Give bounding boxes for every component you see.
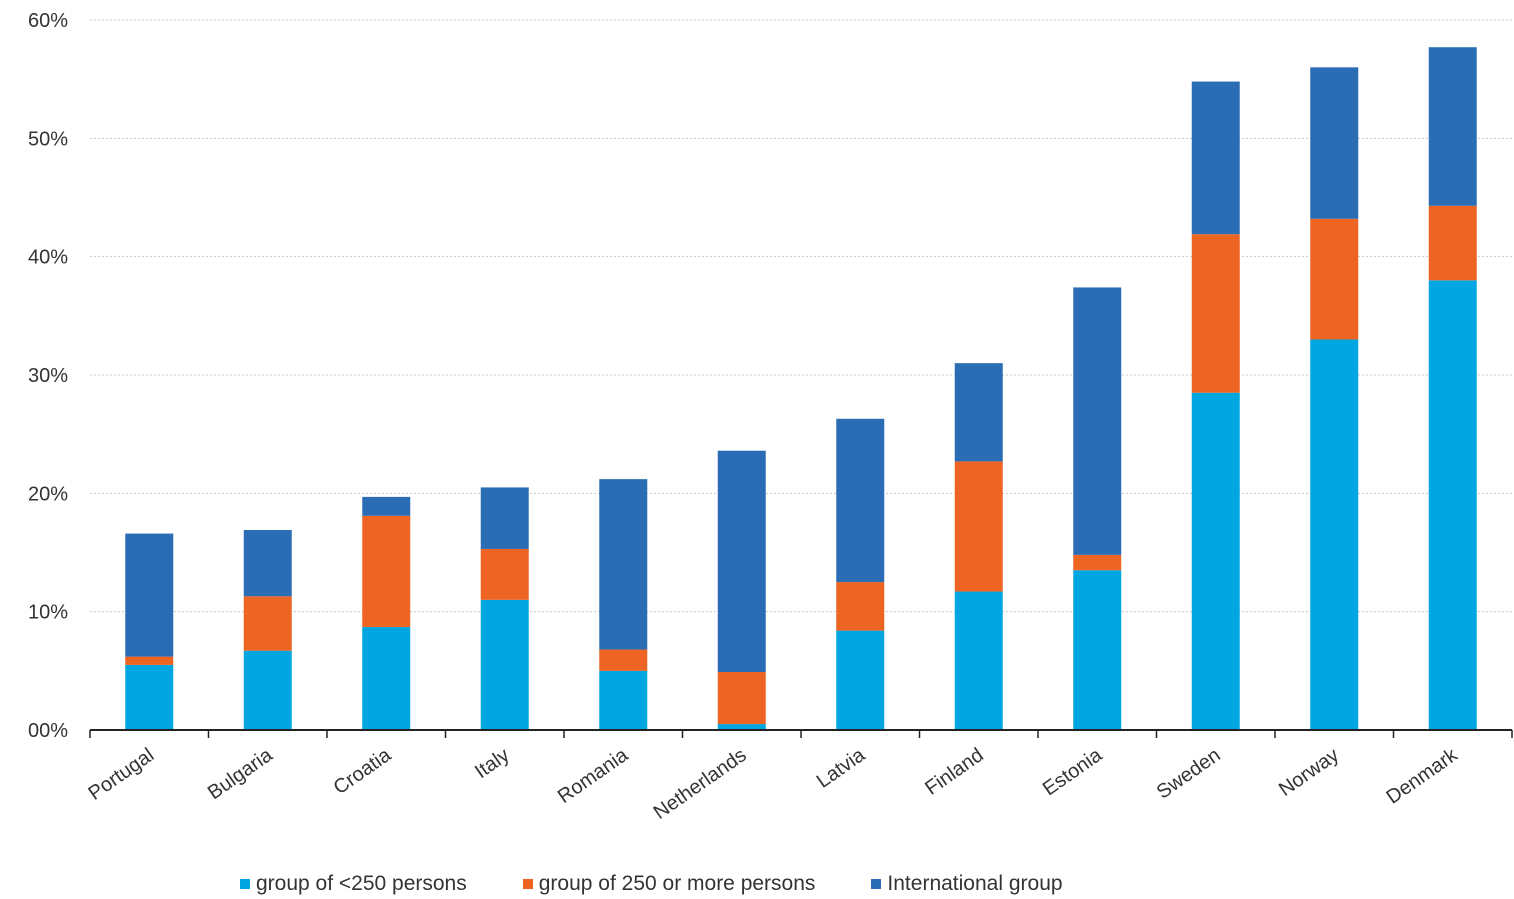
- x-category-label: Denmark: [1383, 744, 1463, 809]
- y-tick-label: 40%: [28, 247, 68, 269]
- gridlines: [90, 19, 1512, 613]
- bar-segment-0: [1073, 570, 1122, 730]
- x-category-label: Italy: [471, 744, 514, 783]
- bar-segment-0: [243, 650, 292, 730]
- legend-item-large-group: group of 250 or more persons: [522, 872, 816, 896]
- bar-segment-1: [954, 461, 1003, 592]
- bar-segment-2: [480, 487, 529, 549]
- legend-swatch-small-group: [240, 879, 250, 889]
- stacked-bar-chart: 00% 10% 20% 30% 40% 50% 60% Portugal Bulgaria Cr…: [28, 10, 1513, 824]
- x-category-label: Romania: [554, 744, 633, 808]
- bar-segment-0: [954, 591, 1003, 730]
- x-category-label: Portugal: [84, 744, 158, 805]
- x-category-label: Estonia: [1039, 744, 1107, 801]
- x-category-label: Netherlands: [650, 744, 751, 824]
- bar-segment-1: [243, 596, 292, 651]
- legend-label-small-group: group of <250 persons: [256, 872, 467, 895]
- x-category-label: Sweden: [1153, 744, 1225, 803]
- legend-swatch-international-group: [871, 879, 882, 889]
- bar-segment-0: [599, 670, 648, 730]
- x-category-label: Latvia: [813, 744, 870, 793]
- bar-segment-1: [1428, 205, 1477, 281]
- bar-segment-1: [1191, 234, 1240, 393]
- bar-segment-0: [1428, 280, 1477, 730]
- bar-segment-1: [717, 672, 766, 725]
- x-category-label: Bulgaria: [204, 744, 277, 805]
- bar-segment-2: [599, 479, 648, 650]
- x-category-label: Norway: [1275, 744, 1343, 801]
- bar-segment-2: [362, 496, 411, 516]
- bar-segment-0: [836, 630, 885, 730]
- bar-segment-2: [243, 530, 292, 597]
- bar-segment-1: [362, 515, 411, 628]
- bar-segment-0: [362, 627, 411, 730]
- bar-segment-1: [1073, 554, 1122, 571]
- bar-segment-2: [717, 450, 766, 673]
- legend-item-small-group: group of <250 persons: [240, 872, 467, 896]
- x-category-label: Finland: [921, 744, 987, 800]
- bar-segment-0: [480, 599, 529, 730]
- bar-segment-1: [1310, 218, 1359, 340]
- y-axis-ticks: 00% 10% 20% 30% 40% 50% 60%: [28, 10, 68, 742]
- bar-segment-1: [125, 656, 174, 665]
- bar-segment-2: [1428, 47, 1477, 206]
- bar-segment-0: [125, 664, 174, 730]
- x-axis: [89, 729, 1513, 738]
- bar-segment-0: [1191, 392, 1240, 730]
- x-category-label: Croatia: [330, 744, 396, 800]
- bar-segment-0: [717, 724, 766, 730]
- legend-item-international-group: International group: [871, 872, 1063, 896]
- bar-segment-2: [1073, 287, 1122, 555]
- bar-segment-2: [836, 418, 885, 583]
- y-tick-label: 60%: [28, 10, 68, 32]
- y-tick-label: 10%: [28, 602, 68, 624]
- bars: [125, 47, 1477, 730]
- legend-label-large-group: group of 250 or more persons: [538, 872, 816, 895]
- y-tick-label: 50%: [28, 128, 68, 150]
- bar-segment-1: [836, 582, 885, 631]
- bar-segment-1: [599, 649, 648, 671]
- y-tick-label: 20%: [28, 483, 68, 505]
- bar-segment-1: [480, 548, 529, 600]
- legend: group of <250 persons group of 250 or mo…: [240, 872, 1063, 896]
- bar-segment-2: [954, 363, 1003, 462]
- y-tick-label: 00%: [28, 720, 68, 742]
- bar-segment-2: [1310, 67, 1359, 219]
- bar-segment-0: [1310, 339, 1359, 730]
- legend-label-international-group: International group: [887, 872, 1063, 895]
- y-tick-label: 30%: [28, 365, 68, 387]
- bar-segment-2: [1191, 81, 1240, 235]
- x-axis-labels: Portugal Bulgaria Croatia Italy Romania Nethe…: [84, 744, 1462, 824]
- legend-swatch-large-group: [522, 879, 533, 889]
- bar-segment-2: [125, 533, 174, 657]
